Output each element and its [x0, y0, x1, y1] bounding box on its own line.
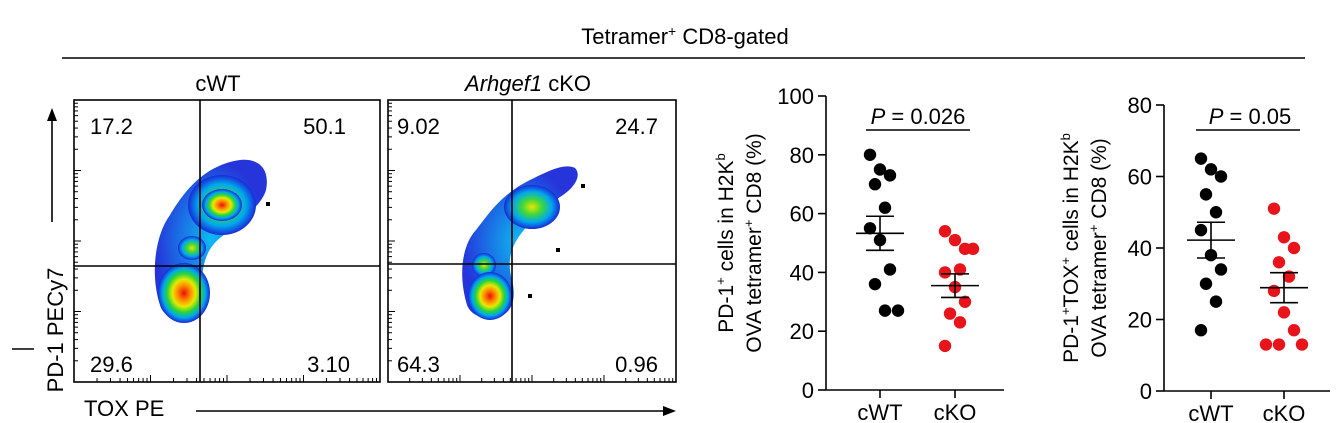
data-point — [1259, 338, 1273, 351]
y-tick-label: 40 — [790, 260, 814, 285]
pvalue-label: P = 0.026 — [871, 104, 966, 129]
y-axis-label-line1: PD-1+ cells in H2Kb — [713, 153, 738, 332]
y-tick-label: 0 — [802, 378, 814, 403]
quadrant-lower-right: 0.96 — [615, 352, 658, 377]
quadrant-lower-left: 64.3 — [397, 352, 440, 377]
data-point — [953, 263, 967, 276]
x-tick-label: cKO — [934, 400, 977, 423]
data-point — [1209, 206, 1223, 219]
data-point — [1267, 284, 1281, 298]
data-point — [868, 178, 882, 191]
data-point — [873, 163, 887, 176]
density-plot — [154, 159, 270, 323]
data-point — [943, 307, 957, 320]
data-point — [878, 201, 892, 214]
data-point — [891, 304, 905, 317]
quadrant-lower-left: 29.6 — [90, 352, 133, 377]
data-point — [1209, 295, 1223, 308]
data-point — [1277, 231, 1291, 244]
plot-frame — [387, 99, 677, 383]
data-point — [938, 339, 952, 353]
flow-y-axis-label: PD-1 PECy7 — [43, 268, 68, 393]
y-axis-label-line2: OVA tetramer+ CD8 (%) — [1086, 138, 1111, 358]
x-tick-label: cWT — [1188, 401, 1233, 423]
data-point — [883, 169, 897, 182]
data-point — [1194, 324, 1208, 337]
flow-panel-cko: Arhgef1 cKO 9.02 24.7 64.3 0.96 — [387, 71, 677, 383]
pvalue-label: P = 0.05 — [1209, 104, 1292, 129]
data-point — [863, 222, 877, 235]
data-point — [1214, 170, 1228, 183]
plot-frame — [73, 99, 381, 383]
flow-panel-title: Arhgef1 cKO — [463, 71, 591, 96]
flow-panel-title: cWT — [195, 71, 240, 96]
data-point — [1204, 163, 1218, 176]
data-point — [863, 148, 877, 161]
y-tick-label: 80 — [1128, 93, 1152, 118]
data-point — [1272, 256, 1286, 269]
data-point — [1287, 324, 1301, 337]
flow-axis-ticks — [387, 102, 674, 383]
data-point — [958, 295, 972, 308]
x-tick-label: cWT — [857, 400, 902, 423]
y-tick-label: 80 — [790, 143, 814, 168]
y-axis-label-line1: PD-1+TOX+ cells in H2Kb — [1058, 133, 1083, 363]
data-point — [1295, 338, 1309, 351]
y-tick-label: 60 — [1128, 165, 1152, 190]
data-point — [1214, 263, 1228, 276]
data-point — [953, 316, 967, 329]
y-axis-label-line2: OVA tetramer+ CD8 (%) — [741, 133, 766, 353]
y-tick-label: 60 — [790, 202, 814, 227]
data-point — [1277, 306, 1291, 319]
data-point — [938, 225, 952, 238]
data-point — [868, 277, 882, 291]
y-tick-label: 20 — [1128, 308, 1152, 333]
data-point — [1282, 270, 1296, 283]
scatter-chart-pd1: PD-1+ cells in H2Kb OVA tetramer+ CD8 (%… — [713, 84, 1004, 423]
flow-x-axis-label: TOX PE — [84, 396, 164, 421]
y-tick-label: 20 — [790, 319, 814, 344]
data-point — [883, 263, 897, 276]
scatter-chart-pd1-tox: PD-1+TOX+ cells in H2Kb OVA tetramer+ CD… — [1058, 93, 1330, 423]
data-point — [1194, 223, 1208, 237]
flow-y-arrow — [47, 108, 57, 222]
quadrant-upper-right: 50.1 — [303, 114, 346, 139]
data-point — [938, 266, 952, 279]
flow-axis-ticks — [73, 102, 377, 383]
data-point — [878, 304, 892, 317]
data-point — [1267, 202, 1281, 215]
flow-x-arrow — [196, 406, 676, 416]
flow-panel-cwt: cWT 17.2 50.1 29.6 3.10 — [73, 71, 381, 383]
quadrant-upper-left: 9.02 — [397, 114, 440, 139]
y-tick-label: 0 — [1140, 379, 1152, 404]
header-title: Tetramer+ CD8-gated — [581, 23, 789, 49]
quadrant-upper-right: 24.7 — [615, 114, 658, 139]
data-point — [1287, 241, 1301, 255]
data-point — [1272, 338, 1286, 351]
y-tick-label: 100 — [777, 84, 814, 109]
data-point — [1194, 152, 1208, 165]
density-plot — [462, 166, 585, 320]
x-tick-label: cKO — [1263, 401, 1306, 423]
data-point — [1199, 188, 1213, 201]
data-point — [966, 242, 980, 256]
data-point — [1199, 277, 1213, 290]
y-tick-label: 40 — [1128, 236, 1152, 261]
quadrant-lower-right: 3.10 — [307, 352, 350, 377]
data-point — [948, 233, 962, 247]
quadrant-upper-left: 17.2 — [90, 114, 133, 139]
